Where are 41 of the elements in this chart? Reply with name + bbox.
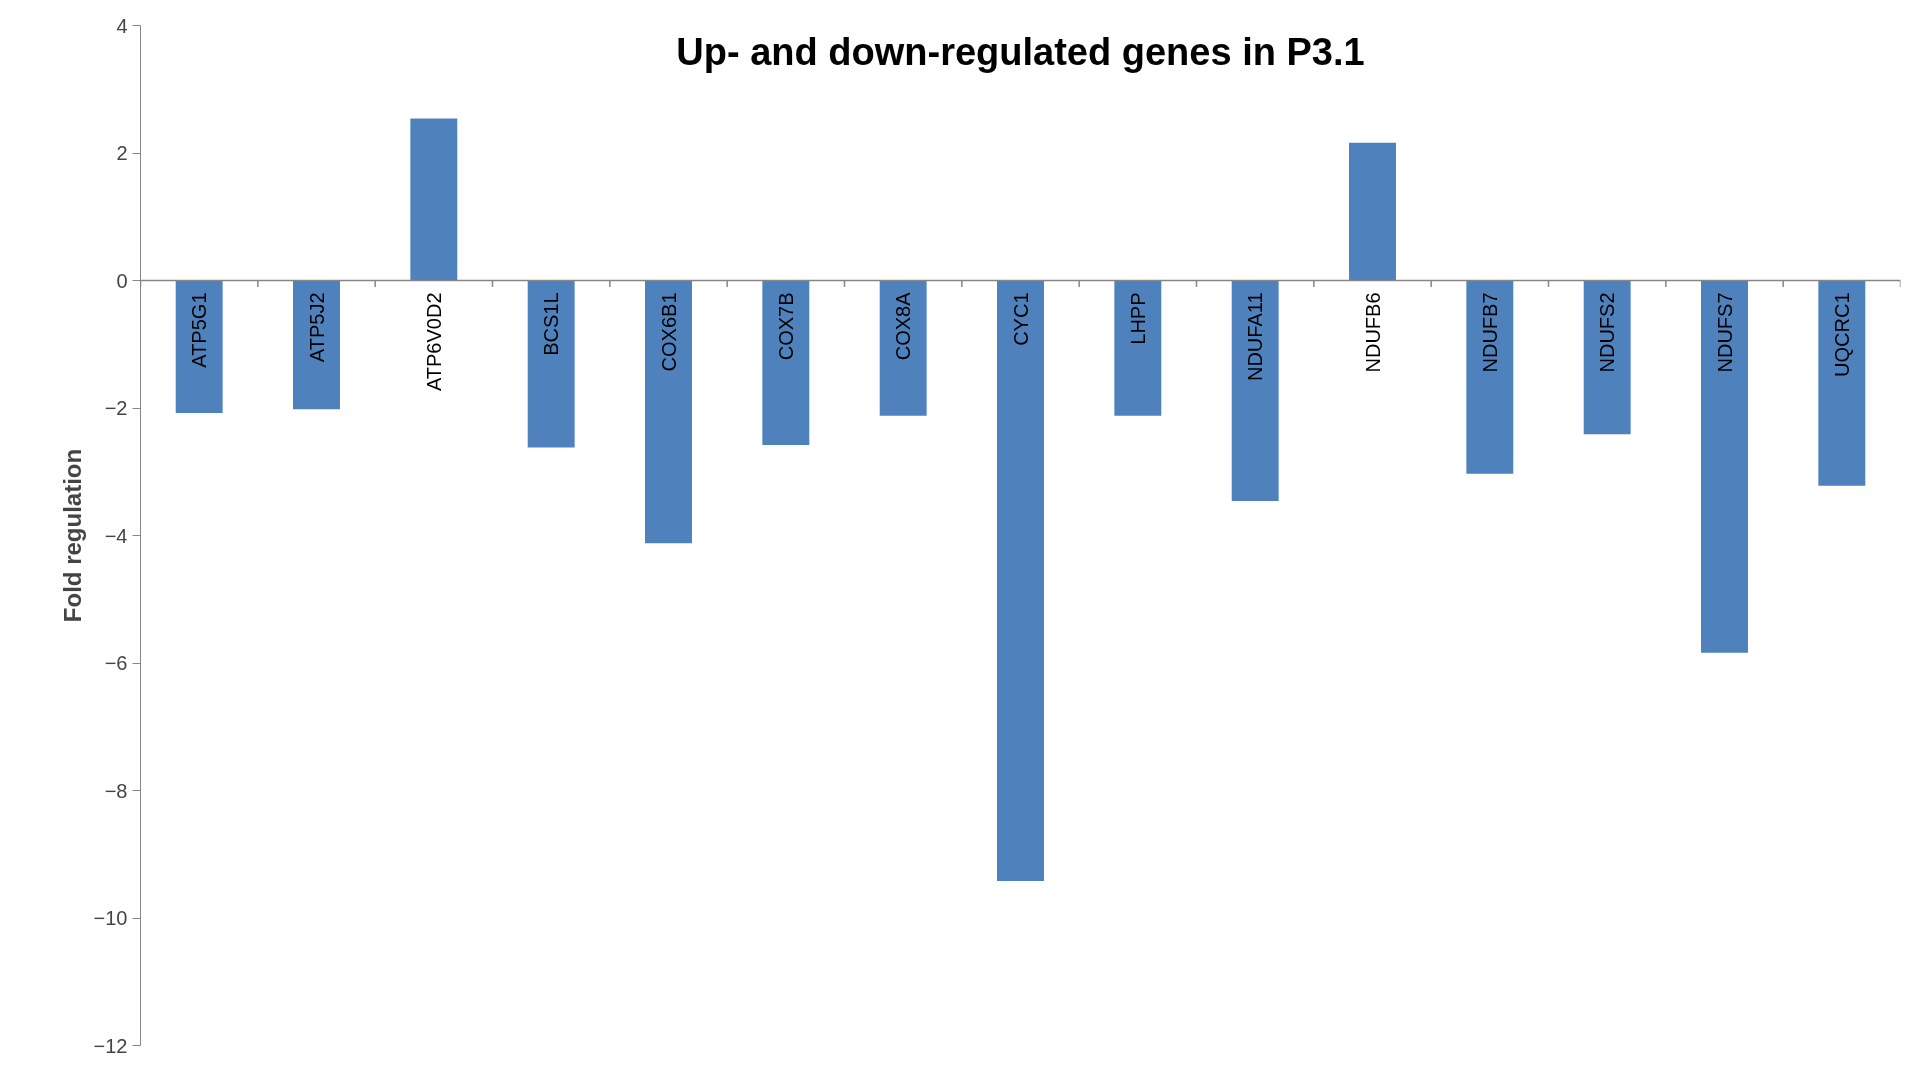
bar — [1114, 280, 1162, 416]
x-tick-label: LHPP — [1126, 292, 1149, 345]
x-tick-label: COX7B — [774, 292, 797, 361]
y-axis-title: Fold regulation — [58, 448, 86, 623]
bar — [1231, 280, 1279, 502]
x-tick-label: ATP5J2 — [305, 292, 328, 363]
bar — [879, 280, 927, 416]
y-tick-label: −2 — [104, 397, 128, 419]
y-tick-label: −8 — [104, 779, 128, 802]
y-tick-label: 0 — [116, 269, 128, 292]
x-tick-label: COX6B1 — [657, 292, 680, 372]
y-tick-label: −12 — [93, 1034, 128, 1057]
bar — [1818, 280, 1866, 486]
bar — [1466, 280, 1514, 474]
y-tick-label: 2 — [116, 142, 128, 164]
bar — [762, 280, 810, 445]
bar — [175, 280, 223, 414]
x-tick-label: NDUFB7 — [1478, 292, 1501, 373]
y-tick-label: −6 — [104, 652, 128, 674]
bar — [645, 280, 692, 544]
bar — [410, 118, 458, 281]
x-tick-label: COX8A — [892, 291, 915, 361]
x-tick-label: NDUFB6 — [1361, 292, 1384, 373]
bar — [527, 280, 575, 448]
x-tick-label: ATP6V0D2 — [422, 292, 445, 392]
x-tick-label: ATP5G1 — [188, 292, 211, 368]
bar — [1583, 280, 1631, 435]
bar — [293, 280, 340, 410]
x-tick-label: NDUFS2 — [1596, 292, 1619, 373]
x-tick-label: CYC1 — [1009, 292, 1032, 346]
x-tick-label: UQCRC1 — [1830, 292, 1853, 377]
x-tick-label: NDUFA11 — [1244, 292, 1267, 382]
bar — [997, 280, 1044, 882]
y-tick-label: −4 — [104, 524, 128, 547]
bar — [1701, 280, 1748, 653]
chart-title: Up- and down-regulated genes in P3.1 — [676, 30, 1365, 73]
y-tick-label: 4 — [116, 14, 128, 37]
x-tick-label: NDUFS7 — [1713, 292, 1736, 373]
x-tick-label: BCS1L — [540, 292, 563, 356]
bar — [1349, 142, 1396, 281]
y-tick-label: −10 — [93, 907, 128, 929]
